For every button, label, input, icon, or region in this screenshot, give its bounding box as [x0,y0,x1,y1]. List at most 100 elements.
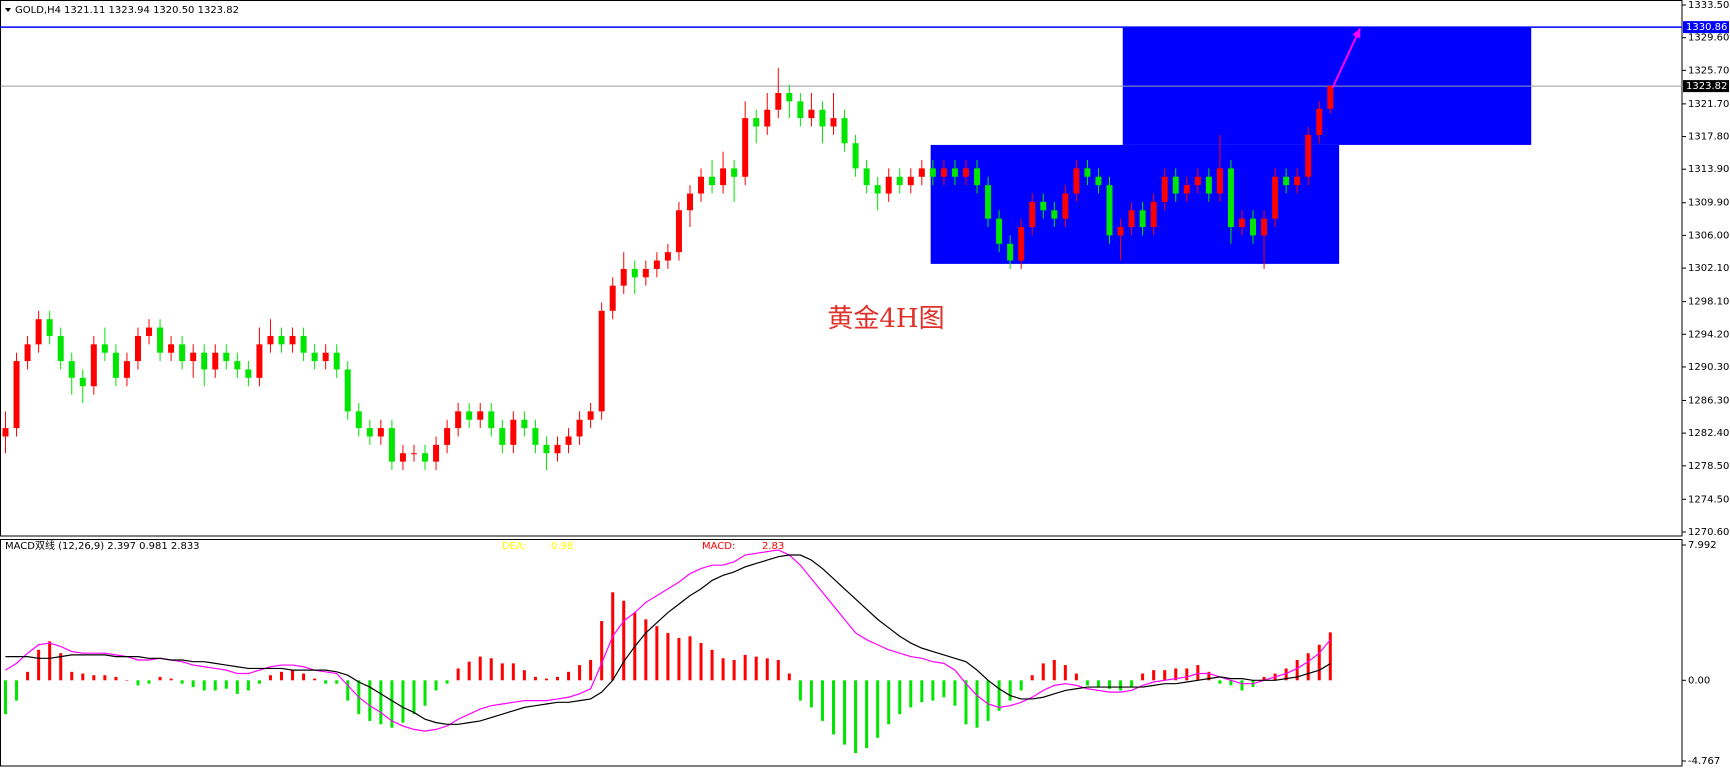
macd-label: MACD: [702,541,735,552]
macd-bar [1119,680,1123,691]
candle-body [79,377,86,387]
y-tick-label: 1286.30 [1688,395,1729,406]
macd-bar [280,671,283,681]
macd-bar [15,680,19,701]
candle-body [907,176,914,186]
y-tick-label: 1294.20 [1688,329,1729,340]
macd-bar [1052,659,1056,681]
price-label: 1330.86 [1686,22,1727,33]
macd-bar [865,680,869,749]
macd-bar [103,675,107,681]
macd-bar [1096,680,1100,688]
candle-body [267,335,274,345]
macd-bar [368,680,372,721]
candle-body [874,185,881,194]
dea-label: DEA: [502,541,526,552]
y-tick-label: 1282.40 [1688,428,1729,439]
macd-bar [556,676,559,681]
panel-frame [0,539,1683,767]
macd-bar [644,619,648,681]
candle-body [123,361,130,378]
candle-body [146,327,153,336]
candle-body [974,168,981,186]
candle-body [698,176,705,194]
candle-body [112,352,119,378]
macd-bar [1240,680,1244,691]
price-label-box [1683,80,1729,93]
y-tick-label: 1306.00 [1688,230,1729,241]
macd-bar [180,680,184,684]
candle-body [157,327,164,353]
macd-bar [202,680,206,691]
candle-body [278,335,285,345]
candle-body [521,419,528,429]
annotation: 黄金4H图 [827,304,944,334]
macd-bar [787,673,791,681]
candle-body [576,419,583,437]
menu-triangle[interactable] [5,8,11,12]
macd-bar [1229,680,1233,686]
macd-line [5,549,1331,732]
macd-bar [213,680,217,691]
macd-bar [898,680,902,715]
candle-body [1106,185,1113,236]
macd-bar [655,626,659,681]
macd-bar [622,600,626,681]
candle-body [819,109,826,127]
y-tick-label: 7.992 [1688,540,1717,551]
price-label-box [1683,21,1729,34]
macd-bar [37,649,41,681]
candle-body [101,344,108,353]
y-tick-label: 1290.30 [1688,362,1729,373]
macd-bar [854,680,858,754]
y-tick-label: 1302.10 [1688,263,1729,274]
macd-bar [1163,670,1167,681]
candle-body [333,352,340,370]
macd-bar [1328,632,1332,681]
macd-bar [467,661,471,681]
macd-bar [953,680,957,706]
candle-body [366,428,373,437]
candle-body [918,168,925,177]
macd-bar [942,680,946,698]
candle-body [764,109,771,127]
macd-bar [776,659,780,681]
y-tick-label: 1333.50 [1688,0,1729,11]
candle-body [543,444,550,454]
candle-body [201,352,208,370]
candle-body [245,369,252,378]
macd-bar [191,680,195,688]
candle-body [731,168,738,177]
macd-bar [732,659,736,681]
macd-bar [1130,680,1134,688]
macd-bar [147,680,151,684]
macd-bar [1063,665,1067,681]
macd-bar [1295,659,1299,681]
macd-bar [1008,680,1012,701]
macd-bar [1152,670,1156,681]
candle-body [410,453,417,455]
candle-body [388,428,395,462]
candle-body [46,319,53,336]
macd-bar [832,680,835,735]
candle-body [609,285,616,311]
candle-body [1227,168,1234,228]
candle-body [830,118,837,127]
macd-bar [522,670,526,681]
y-tick-label: 1309.90 [1688,198,1729,209]
candle-body [940,168,947,177]
macd-bar [1041,663,1045,681]
macd-bar [887,680,891,725]
macd-bar [4,680,7,715]
y-tick-label: 1325.70 [1688,65,1729,76]
candle-body [300,335,307,353]
y-tick-label: 1317.80 [1688,132,1729,143]
dea-value: 0.98 [551,541,573,552]
arrow-head [1352,28,1361,39]
candle-body [1172,176,1179,194]
candle-body [455,411,462,429]
macd-bar [169,678,173,681]
candle-body [499,428,506,445]
candle-body [433,444,440,462]
